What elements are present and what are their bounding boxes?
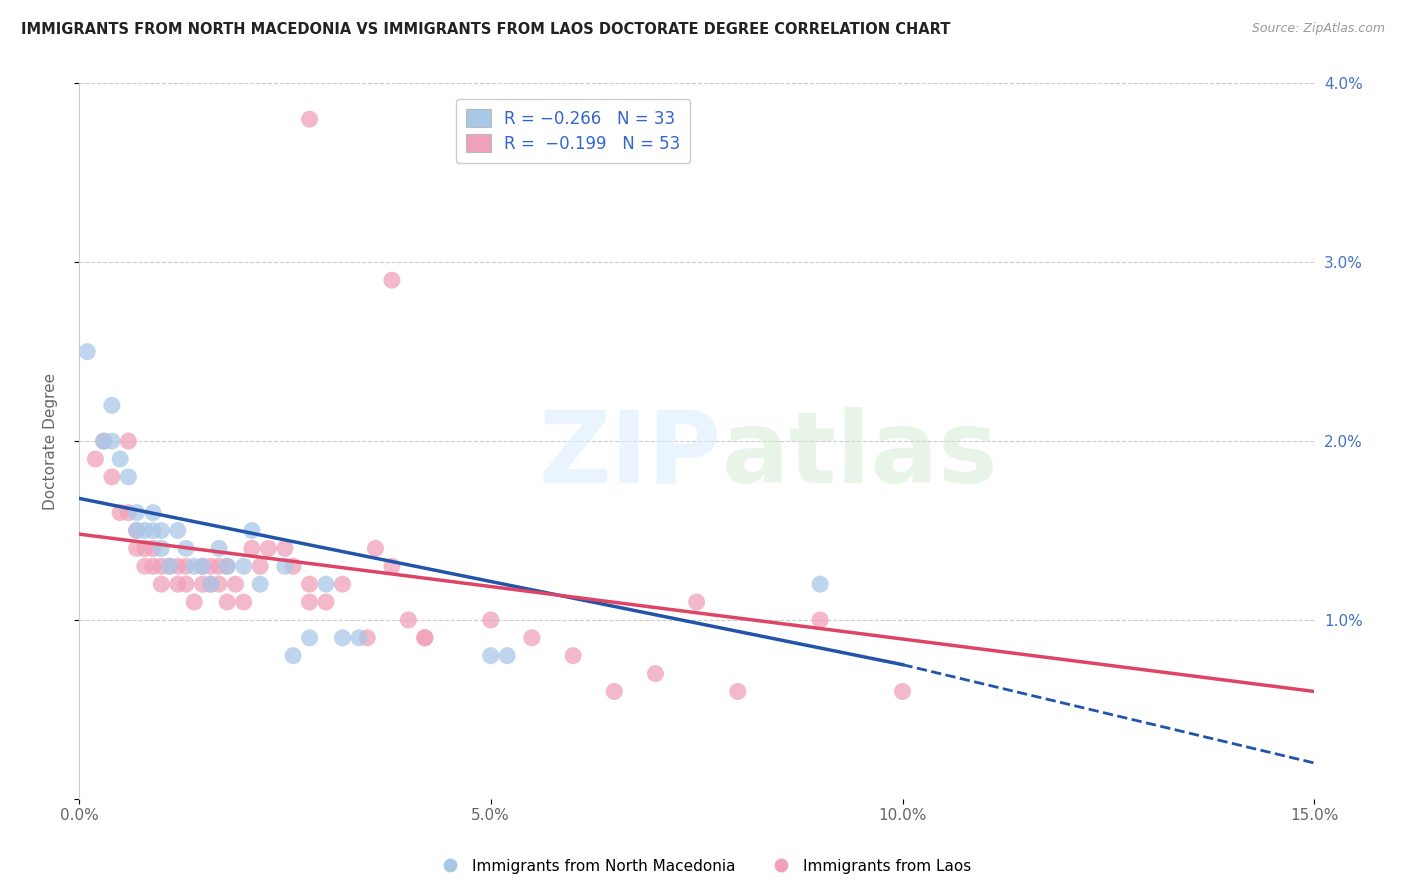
Point (685, 595, 707, 609)
Point (240, 541, 263, 556)
Point (224, 577, 246, 591)
Point (200, 577, 222, 591)
Point (347, 631, 370, 645)
Point (142, 541, 165, 556)
Point (159, 559, 181, 574)
Point (274, 559, 297, 574)
Point (150, 524, 173, 538)
Point (232, 595, 254, 609)
Point (134, 541, 156, 556)
Point (257, 541, 280, 556)
Point (208, 577, 231, 591)
Point (183, 559, 205, 574)
Point (356, 631, 378, 645)
Point (217, 595, 239, 609)
Point (479, 648, 502, 663)
Point (298, 577, 321, 591)
Point (281, 559, 304, 574)
Legend: Immigrants from North Macedonia, Immigrants from Laos: Immigrants from North Macedonia, Immigra… (429, 853, 977, 880)
Point (125, 524, 148, 538)
Point (315, 595, 337, 609)
Point (274, 541, 297, 556)
Point (315, 577, 337, 591)
Point (117, 506, 139, 520)
Point (249, 559, 271, 574)
Point (298, 631, 321, 645)
Point (117, 434, 139, 449)
Point (134, 524, 156, 538)
Text: Source: ZipAtlas.com: Source: ZipAtlas.com (1251, 22, 1385, 36)
Point (108, 452, 131, 467)
Point (84, 452, 107, 467)
Point (76, 344, 98, 359)
Point (232, 559, 254, 574)
Text: IMMIGRANTS FROM NORTH MACEDONIA VS IMMIGRANTS FROM LAOS DOCTORATE DEGREE CORRELA: IMMIGRANTS FROM NORTH MACEDONIA VS IMMIG… (21, 22, 950, 37)
Point (381, 273, 404, 287)
Point (174, 541, 197, 556)
Point (125, 541, 148, 556)
Point (413, 631, 436, 645)
Point (479, 613, 502, 627)
Point (200, 577, 222, 591)
Point (150, 559, 173, 574)
Point (217, 559, 239, 574)
Point (217, 559, 239, 574)
Point (332, 577, 354, 591)
Point (298, 595, 321, 609)
Point (125, 506, 148, 520)
Point (93, 434, 115, 449)
Point (249, 577, 271, 591)
Point (208, 559, 231, 574)
Point (520, 631, 543, 645)
Point (142, 524, 165, 538)
Point (644, 666, 666, 681)
Point (150, 577, 173, 591)
Point (142, 559, 165, 574)
Point (808, 577, 831, 591)
Point (381, 559, 404, 574)
Point (117, 470, 139, 484)
Point (101, 470, 124, 484)
Y-axis label: Doctorate Degree: Doctorate Degree (44, 373, 58, 509)
Point (183, 595, 205, 609)
Point (208, 541, 231, 556)
Point (159, 559, 181, 574)
Point (108, 506, 131, 520)
Point (281, 648, 304, 663)
Point (166, 524, 188, 538)
Point (298, 112, 321, 127)
Point (191, 577, 214, 591)
Point (101, 434, 124, 449)
Point (200, 559, 222, 574)
Point (142, 506, 165, 520)
Point (562, 648, 585, 663)
Point (603, 684, 626, 698)
Point (134, 559, 156, 574)
Point (240, 524, 263, 538)
Text: ZIP: ZIP (538, 407, 721, 504)
Point (396, 613, 419, 627)
Point (93, 434, 115, 449)
Legend: R = −0.266   N = 33, R =  −0.199   N = 53: R = −0.266 N = 33, R = −0.199 N = 53 (456, 99, 690, 163)
Point (191, 559, 214, 574)
Point (332, 631, 354, 645)
Text: atlas: atlas (721, 407, 998, 504)
Point (364, 541, 387, 556)
Point (413, 631, 436, 645)
Point (174, 577, 197, 591)
Point (891, 684, 914, 698)
Point (150, 541, 173, 556)
Point (125, 524, 148, 538)
Point (166, 559, 188, 574)
Point (101, 398, 124, 412)
Point (808, 613, 831, 627)
Point (166, 577, 188, 591)
Point (191, 559, 214, 574)
Point (174, 559, 197, 574)
Point (727, 684, 749, 698)
Point (496, 648, 519, 663)
